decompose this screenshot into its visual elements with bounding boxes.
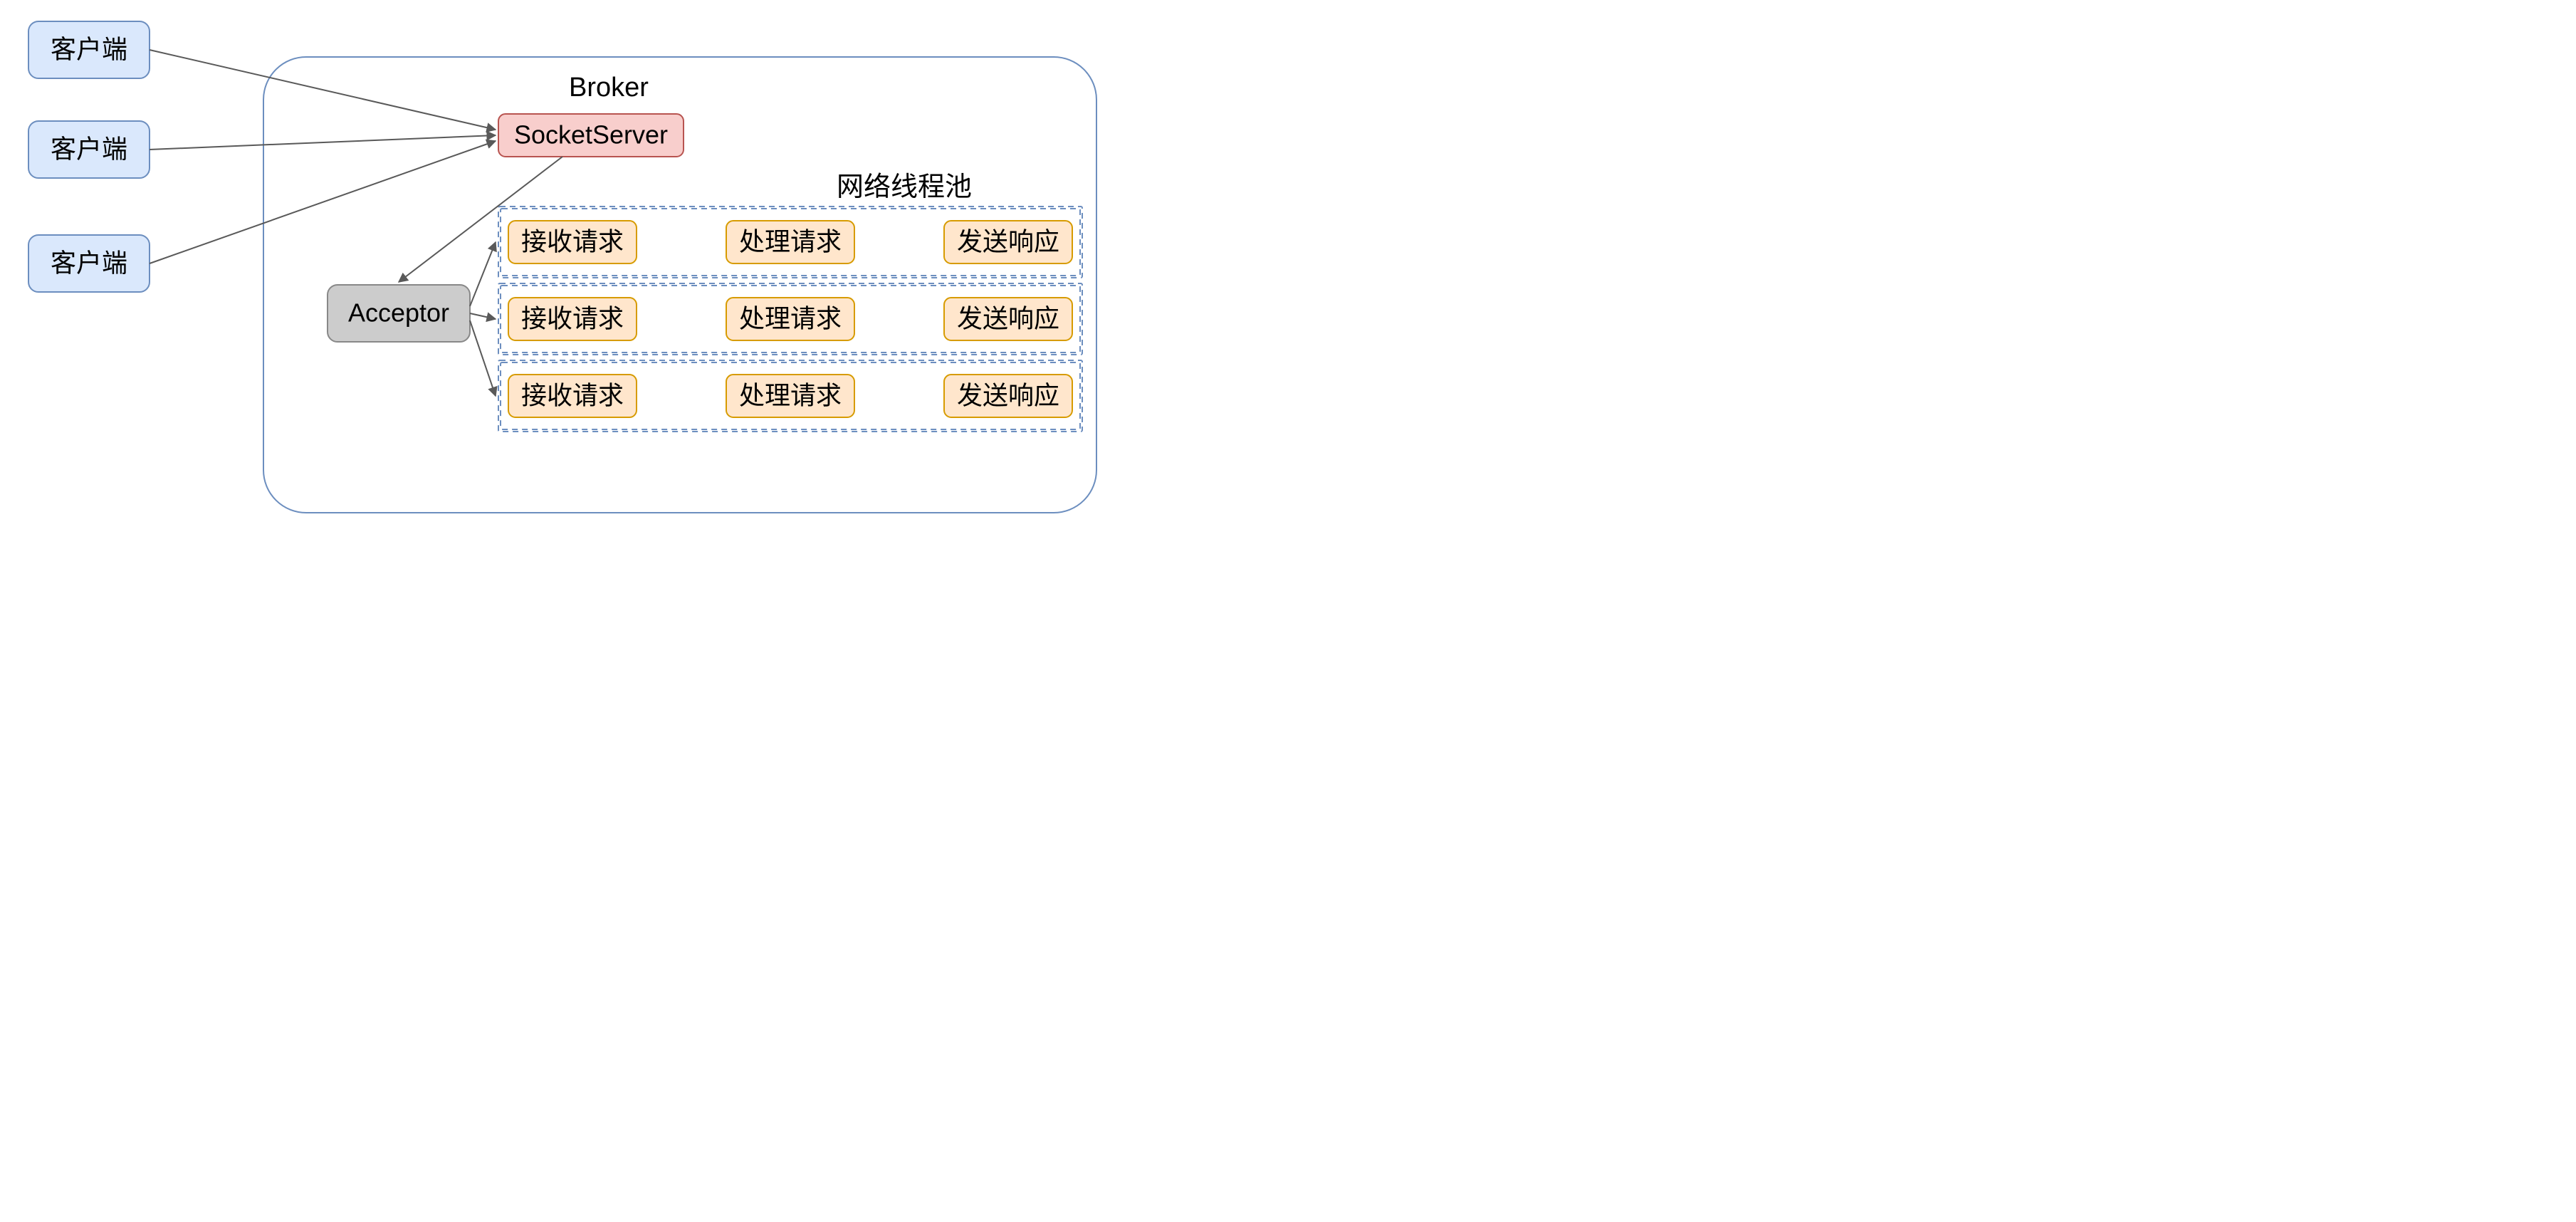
client-label: 客户端 — [51, 135, 127, 164]
arrow-acceptor-row2 — [470, 320, 496, 396]
broker-title: Broker — [569, 73, 649, 103]
pool-task-label: 发送响应 — [957, 304, 1059, 333]
arrow-client1-ss — [150, 135, 496, 150]
pool-task-label: 发送响应 — [957, 227, 1059, 256]
diagram-canvas: Broker客户端客户端客户端SocketServerAcceptor网络线程池… — [0, 0, 1111, 527]
client-label: 客户端 — [51, 35, 127, 64]
arrow-acceptor-row1 — [470, 313, 496, 319]
pool-task-label: 接收请求 — [521, 304, 624, 333]
arrow-client2-ss — [150, 141, 496, 263]
arrow-client0-ss — [150, 50, 496, 130]
pool-task-label: 接收请求 — [521, 381, 624, 410]
pool-task-label: 接收请求 — [521, 227, 624, 256]
arrow-acceptor-row0 — [470, 242, 496, 306]
pool-task-label: 发送响应 — [957, 381, 1059, 410]
acceptor-label: Acceptor — [348, 298, 449, 328]
pool-task-label: 处理请求 — [739, 304, 842, 333]
client-label: 客户端 — [51, 249, 127, 278]
pool-title: 网络线程池 — [837, 172, 972, 202]
pool-task-label: 处理请求 — [739, 227, 842, 256]
pool-task-label: 处理请求 — [739, 381, 842, 410]
socketserver-label: SocketServer — [514, 120, 668, 150]
